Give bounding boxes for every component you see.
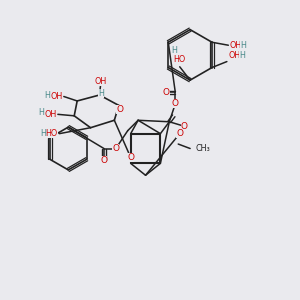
Text: O: O	[172, 99, 179, 108]
Text: H: H	[171, 46, 177, 55]
Text: H: H	[98, 89, 104, 98]
Text: O: O	[163, 88, 170, 97]
Text: H: H	[45, 91, 50, 100]
Text: H: H	[39, 108, 44, 117]
Text: OH: OH	[50, 92, 62, 101]
Text: O: O	[127, 153, 134, 162]
Text: O: O	[116, 105, 123, 114]
Text: O: O	[100, 156, 107, 165]
Text: H: H	[40, 129, 46, 138]
Text: H: H	[239, 51, 244, 60]
Text: OH: OH	[95, 77, 107, 86]
Text: HO: HO	[174, 55, 186, 64]
Text: O: O	[181, 122, 188, 131]
Text: H: H	[240, 41, 246, 50]
Text: OH: OH	[44, 110, 56, 119]
Text: O: O	[112, 144, 119, 153]
Text: O: O	[176, 129, 183, 138]
Text: OH: OH	[230, 41, 242, 50]
Text: HO: HO	[46, 129, 58, 138]
Text: OH: OH	[228, 51, 241, 60]
Text: CH₃: CH₃	[196, 144, 210, 153]
